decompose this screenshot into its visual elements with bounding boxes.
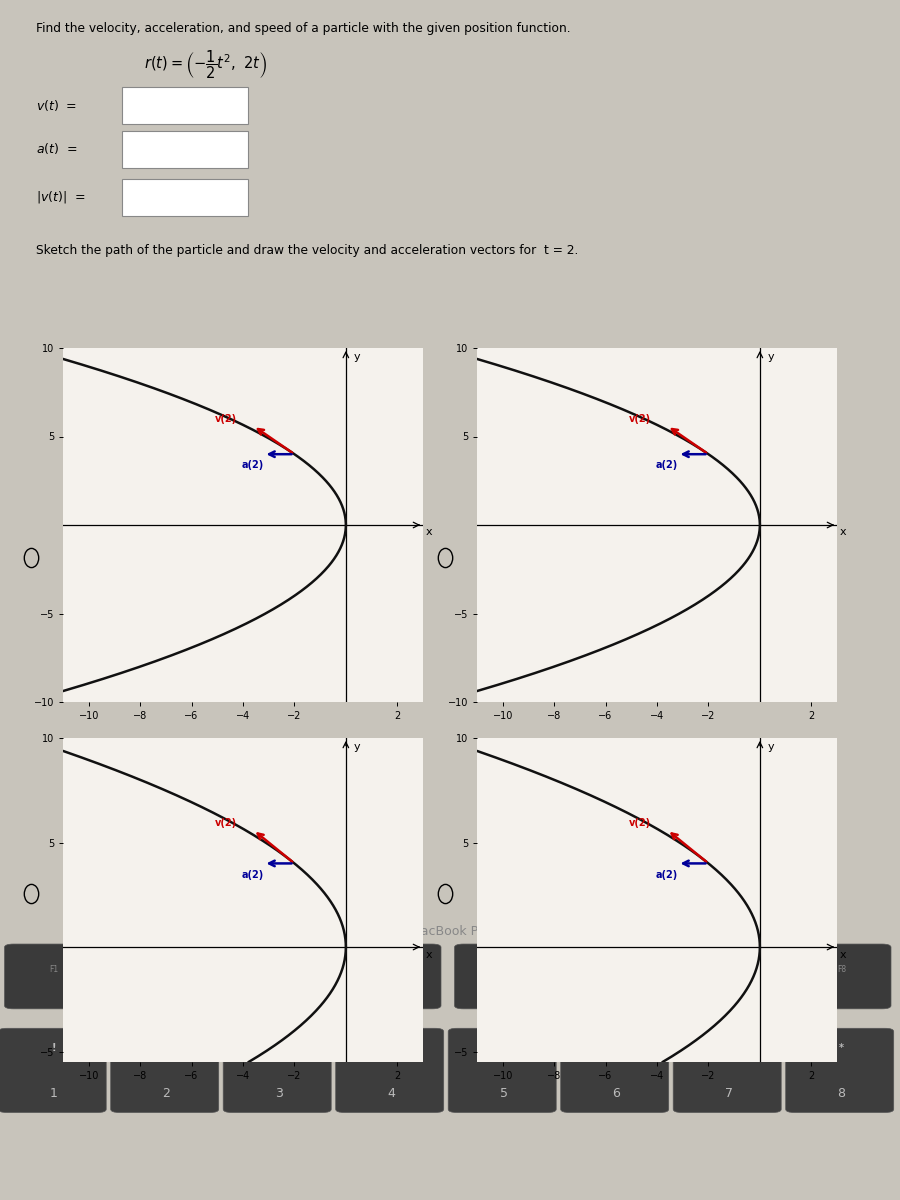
Text: v(2): v(2) xyxy=(215,818,237,828)
Text: 5: 5 xyxy=(500,1086,508,1099)
FancyBboxPatch shape xyxy=(122,131,248,168)
Text: v(2): v(2) xyxy=(629,414,651,424)
Text: F7: F7 xyxy=(724,966,733,974)
Text: 1: 1 xyxy=(50,1086,58,1099)
FancyBboxPatch shape xyxy=(4,944,104,1009)
Text: x: x xyxy=(840,527,846,538)
FancyBboxPatch shape xyxy=(111,1028,219,1112)
Text: F4: F4 xyxy=(387,966,396,974)
Text: a(2): a(2) xyxy=(655,870,678,880)
FancyBboxPatch shape xyxy=(117,944,216,1009)
Text: $v(t)$  =: $v(t)$ = xyxy=(36,97,77,113)
Text: F5: F5 xyxy=(500,966,508,974)
Text: F6: F6 xyxy=(612,966,621,974)
FancyBboxPatch shape xyxy=(567,944,666,1009)
Text: ^: ^ xyxy=(612,1043,621,1052)
Text: $a(t)$  =: $a(t)$ = xyxy=(36,142,77,156)
Text: !: ! xyxy=(52,1043,56,1052)
FancyBboxPatch shape xyxy=(792,944,891,1009)
Text: Sketch the path of the particle and draw the velocity and acceleration vectors f: Sketch the path of the particle and draw… xyxy=(36,244,579,257)
Text: x: x xyxy=(840,950,846,960)
FancyBboxPatch shape xyxy=(454,944,554,1009)
Text: y: y xyxy=(768,742,774,752)
FancyBboxPatch shape xyxy=(561,1028,669,1112)
Text: y: y xyxy=(768,352,774,361)
Text: F8: F8 xyxy=(837,966,846,974)
FancyBboxPatch shape xyxy=(223,1028,331,1112)
Text: F1: F1 xyxy=(50,966,58,974)
FancyBboxPatch shape xyxy=(336,1028,444,1112)
FancyBboxPatch shape xyxy=(448,1028,556,1112)
FancyBboxPatch shape xyxy=(342,944,441,1009)
Text: x: x xyxy=(426,527,432,538)
Text: y: y xyxy=(354,352,360,361)
Text: #: # xyxy=(274,1043,284,1052)
Text: $|v(t)|$  =: $|v(t)|$ = xyxy=(36,190,86,205)
Text: x: x xyxy=(426,950,432,960)
Text: a(2): a(2) xyxy=(241,460,264,469)
FancyBboxPatch shape xyxy=(673,1028,781,1112)
Text: 7: 7 xyxy=(725,1086,733,1099)
Text: F3: F3 xyxy=(274,966,284,974)
Text: 3: 3 xyxy=(275,1086,283,1099)
Text: 8: 8 xyxy=(838,1086,845,1099)
Text: @: @ xyxy=(162,1043,171,1052)
Text: v(2): v(2) xyxy=(629,818,651,828)
FancyBboxPatch shape xyxy=(786,1028,894,1112)
Text: 6: 6 xyxy=(613,1086,620,1099)
Text: $: $ xyxy=(388,1043,395,1052)
Text: $r(t) = \left(-\dfrac{1}{2}t^2,\ 2t\right)$: $r(t) = \left(-\dfrac{1}{2}t^2,\ 2t\righ… xyxy=(144,48,267,80)
Text: a(2): a(2) xyxy=(655,460,678,469)
Text: *: * xyxy=(839,1043,844,1052)
FancyBboxPatch shape xyxy=(122,179,248,216)
Text: MacBook Pro: MacBook Pro xyxy=(410,924,490,937)
Text: &: & xyxy=(724,1043,733,1052)
Text: a(2): a(2) xyxy=(241,870,264,880)
Text: v(2): v(2) xyxy=(215,414,237,424)
Text: 2: 2 xyxy=(163,1086,170,1099)
FancyBboxPatch shape xyxy=(680,944,778,1009)
FancyBboxPatch shape xyxy=(122,86,248,125)
Text: Find the velocity, acceleration, and speed of a particle with the given position: Find the velocity, acceleration, and spe… xyxy=(36,22,571,35)
Text: y: y xyxy=(354,742,360,752)
Text: %: % xyxy=(500,1043,508,1052)
FancyBboxPatch shape xyxy=(0,1028,106,1112)
Text: 4: 4 xyxy=(388,1086,395,1099)
FancyBboxPatch shape xyxy=(230,944,328,1009)
Text: F2: F2 xyxy=(162,966,171,974)
